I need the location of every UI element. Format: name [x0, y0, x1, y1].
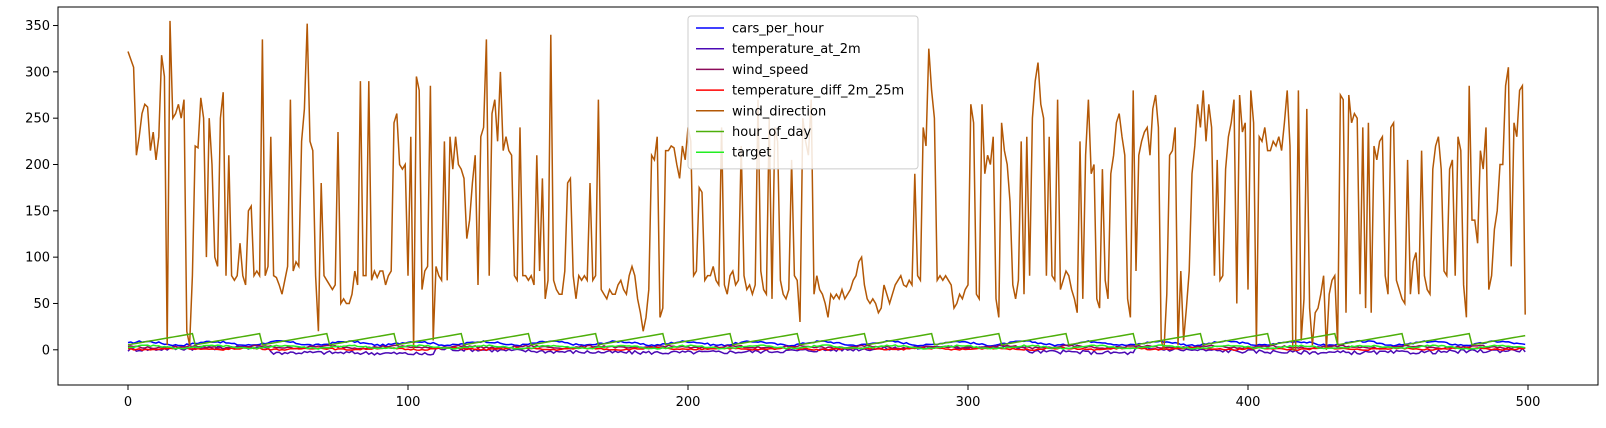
y-tick-label: 100: [25, 251, 50, 266]
legend-label-temperature_at_2m: temperature_at_2m: [732, 42, 861, 57]
y-tick-label: 350: [25, 19, 50, 34]
series-line-hour_of_day: [127, 332, 1526, 346]
y-tick-label: 200: [25, 158, 50, 173]
legend-label-wind_speed: wind_speed: [732, 63, 809, 78]
y-tick-label: 50: [33, 297, 50, 312]
x-tick-label: 200: [676, 395, 701, 410]
series-line-target: [127, 344, 1526, 350]
legend-label-target: target: [732, 146, 772, 161]
legend-label-hour_of_day: hour_of_day: [732, 125, 812, 140]
plot-frame: [57, 6, 1599, 386]
y-tick-label: 250: [25, 112, 50, 127]
x-tick-label: 300: [956, 395, 981, 410]
series-line-wind_direction: [127, 20, 1526, 351]
legend-label-cars_per_hour: cars_per_hour: [732, 22, 824, 37]
y-tick-label: 0: [42, 343, 50, 358]
y-tick-label: 300: [25, 65, 50, 80]
series-group: [127, 20, 1526, 356]
x-tick-label: 500: [1516, 395, 1541, 410]
y-axis: 0 50 100 150 200 250 300 350: [25, 19, 58, 358]
x-tick-label: 0: [124, 395, 132, 410]
legend: cars_per_hour temperature_at_2m wind_speed…: [687, 15, 919, 170]
x-tick-label: 400: [1236, 395, 1261, 410]
y-tick-label: 150: [25, 204, 50, 219]
legend-label-wind_direction: wind_direction: [732, 104, 826, 119]
legend-label-temperature_diff_2m_25m: temperature_diff_2m_25m: [732, 84, 904, 99]
legend-box: [687, 15, 919, 170]
x-tick-label: 100: [396, 395, 421, 410]
x-axis: 0 100 200 300 400 500: [124, 385, 1541, 410]
